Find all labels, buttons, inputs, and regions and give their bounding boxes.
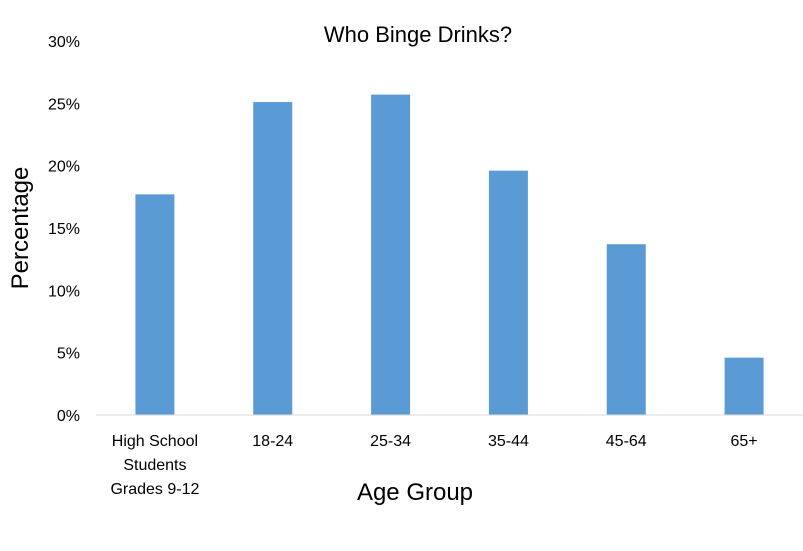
bar [488, 170, 528, 415]
x-tick-label: High School Students Grades 9-12 [110, 433, 199, 498]
y-tick-label: 15% [48, 221, 80, 238]
y-axis-label: Percentage [7, 167, 34, 290]
x-tick-label: 45-64 [606, 433, 647, 450]
x-tick-label: 35-44 [488, 433, 529, 450]
bar [253, 102, 293, 415]
y-tick-label: 5% [57, 346, 80, 363]
x-tick-label: 65+ [731, 433, 758, 450]
x-tick-label: 25-34 [370, 433, 411, 450]
x-tick-labels: High School Students Grades 9-12 18-24 25-34… [110, 433, 757, 498]
x-axis-label: Age Group [357, 479, 473, 506]
bar [724, 357, 764, 415]
y-tick-label: 30% [48, 34, 80, 51]
bar [371, 94, 411, 416]
x-tick-label: 18-24 [252, 433, 293, 450]
bar [135, 194, 175, 415]
y-tick-label: 25% [48, 96, 80, 113]
y-tick-labels: 0% 5% 10% 15% 20% 25% 30% [48, 34, 80, 425]
chart-title: Who Binge Drinks? [324, 22, 512, 47]
y-tick-label: 0% [57, 408, 80, 425]
bar [606, 244, 646, 415]
bars-group [135, 94, 764, 416]
y-tick-label: 20% [48, 159, 80, 176]
y-tick-label: 10% [48, 283, 80, 300]
